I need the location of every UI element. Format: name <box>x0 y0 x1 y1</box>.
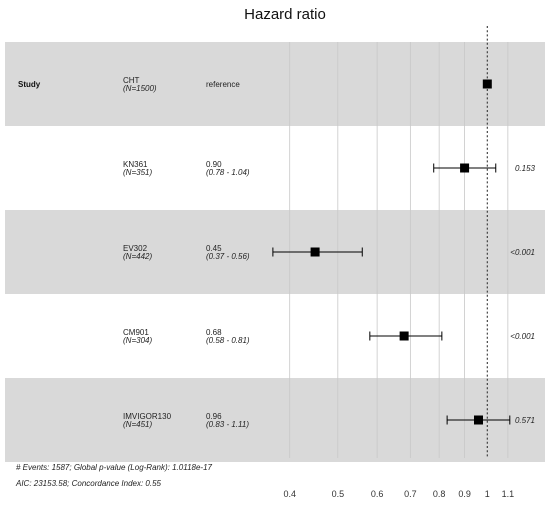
hr-ci: (0.37 - 0.56) <box>206 252 250 261</box>
hr-value: reference <box>206 80 240 89</box>
study-name: CHT <box>123 76 140 85</box>
hr-point <box>399 331 409 341</box>
hr-ci: (0.83 - 1.11) <box>206 420 249 429</box>
hr-ci: (0.58 - 0.81) <box>206 336 250 345</box>
hr-value: 0.96 <box>206 412 222 421</box>
hr-point <box>473 415 483 425</box>
study-n: (N=351) <box>123 168 152 177</box>
x-tick-label: 0.4 <box>283 489 296 499</box>
p-value: <0.001 <box>510 332 535 341</box>
hr-value: 0.90 <box>206 160 222 169</box>
study-n: (N=304) <box>123 336 152 345</box>
study-name: IMVIGOR130 <box>123 412 172 421</box>
study-n: (N=1500) <box>123 84 157 93</box>
x-tick-label: 1 <box>485 489 490 499</box>
x-tick-label: 1.1 <box>502 489 515 499</box>
chart-title: Hazard ratio <box>244 6 326 23</box>
footnote-events: # Events: 1587; Global p-value (Log-Rank… <box>16 463 213 472</box>
footnote-aic: AIC: 23153.58; Concordance Index: 0.55 <box>15 479 162 488</box>
study-name: KN361 <box>123 160 148 169</box>
hr-value: 0.45 <box>206 244 222 253</box>
hr-point <box>482 79 492 89</box>
x-tick-label: 0.9 <box>458 489 471 499</box>
hr-value: 0.68 <box>206 328 222 337</box>
study-header: Study <box>18 80 41 89</box>
p-value: 0.571 <box>515 416 535 425</box>
study-name: EV302 <box>123 244 148 253</box>
row-band <box>5 42 545 126</box>
x-tick-label: 0.7 <box>404 489 417 499</box>
study-n: (N=442) <box>123 252 152 261</box>
x-tick-label: 0.5 <box>332 489 345 499</box>
hr-point <box>460 163 470 173</box>
p-value: 0.153 <box>515 164 536 173</box>
x-tick-label: 0.8 <box>433 489 446 499</box>
hr-point <box>310 247 320 257</box>
x-tick-label: 0.6 <box>371 489 384 499</box>
p-value: <0.001 <box>510 248 535 257</box>
hr-ci: (0.78 - 1.04) <box>206 168 250 177</box>
study-name: CM901 <box>123 328 149 337</box>
study-n: (N=451) <box>123 420 152 429</box>
